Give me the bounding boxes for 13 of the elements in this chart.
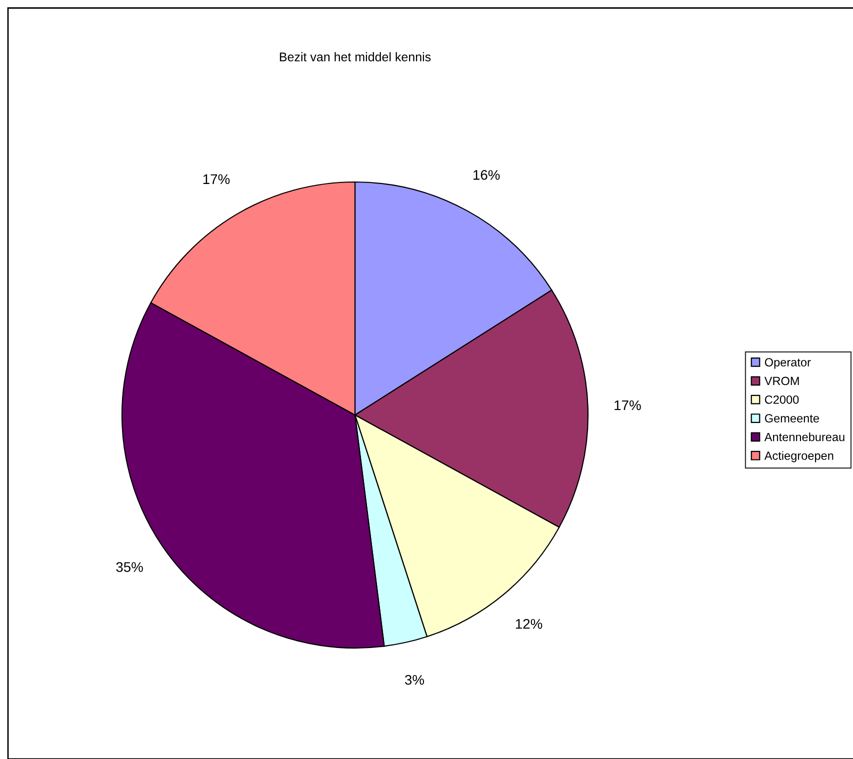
data-label: 35% <box>116 562 143 572</box>
legend-label: Operator <box>764 358 811 369</box>
legend-label: C2000 <box>764 395 799 404</box>
data-label: 16% <box>473 170 500 180</box>
data-label: 17% <box>203 174 230 184</box>
legend-label: Gemeente <box>764 414 819 423</box>
legend-label: Actiegroepen <box>764 451 834 462</box>
chart-title: Bezit van het middel kennis <box>280 52 431 62</box>
data-label: 17% <box>614 400 641 410</box>
legend-label: Antennebureau <box>764 432 844 442</box>
data-label: 3% <box>404 674 424 685</box>
legend-label: VROM <box>764 376 799 386</box>
data-label: 12% <box>516 618 542 629</box>
